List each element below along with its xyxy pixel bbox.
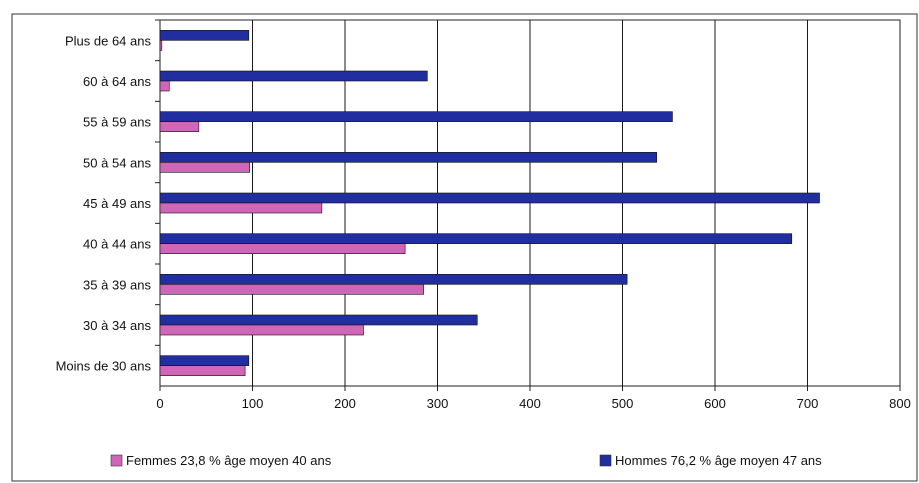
bar-hommes-7 — [159, 70, 428, 82]
y-tick-label-5: 50 à 54 ans — [83, 155, 151, 170]
x-axis-labels: 0 100 200 300 400 500 600 700 800 — [156, 386, 911, 411]
y-tick-label-1: 30 à 34 ans — [83, 318, 151, 333]
x-tick-label-6: 600 — [704, 396, 726, 411]
bar-femmes-1 — [159, 324, 364, 336]
y-tick-label-6: 55 à 59 ans — [83, 115, 151, 130]
legend-swatch-hommes — [599, 454, 612, 467]
x-tick-label-8: 800 — [889, 396, 911, 411]
x-tick-label-4: 400 — [519, 396, 541, 411]
legend-swatch-femmes — [110, 454, 123, 467]
bar-hommes-5 — [159, 152, 658, 163]
bar-femmes-3 — [159, 243, 406, 254]
x-tick-label-2: 200 — [334, 396, 356, 411]
y-tick-label-8: Plus de 64 ans — [65, 33, 152, 48]
bar-femmes-2 — [159, 284, 424, 295]
x-tick-label-1: 100 — [242, 396, 264, 411]
legend-label-hommes: Hommes 76,2 % âge moyen 47 ans — [615, 453, 822, 468]
bar-hommes-0 — [159, 355, 250, 366]
y-tick-label-7: 60 à 64 ans — [83, 74, 151, 89]
y-tick-label-3: 40 à 44 ans — [83, 237, 151, 252]
bar-hommes-6 — [159, 111, 673, 122]
y-axis-labels: Moins de 30 ans 30 à 34 ans 35 à 39 ans 40 … — [56, 19, 160, 374]
x-tick-label-3: 300 — [427, 396, 449, 411]
bar-hommes-8 — [159, 30, 250, 41]
y-tick-label-0: Moins de 30 ans — [56, 359, 152, 374]
bar-femmes-8 — [159, 40, 163, 51]
x-tick-label-0: 0 — [156, 396, 163, 411]
bar-femmes-5 — [159, 162, 251, 173]
x-tick-label-5: 500 — [612, 396, 634, 411]
legend-label-femmes: Femmes 23,8 % âge moyen 40 ans — [126, 453, 332, 468]
bar-femmes-0 — [159, 365, 246, 376]
bar-hommes-1 — [159, 314, 478, 326]
bar-femmes-6 — [159, 121, 200, 132]
bar-femmes-4 — [159, 202, 323, 214]
bar-hommes-3 — [159, 233, 793, 244]
y-tick-label-2: 35 à 39 ans — [83, 277, 151, 292]
bars — [159, 30, 820, 376]
bar-hommes-2 — [159, 274, 628, 285]
x-tick-label-7: 700 — [797, 396, 819, 411]
legend: Femmes 23,8 % âge moyen 40 ans Hommes 76… — [110, 453, 822, 468]
y-tick-label-4: 45 à 49 ans — [83, 196, 151, 211]
bar-hommes-4 — [159, 192, 820, 204]
bar-femmes-7 — [159, 80, 170, 92]
